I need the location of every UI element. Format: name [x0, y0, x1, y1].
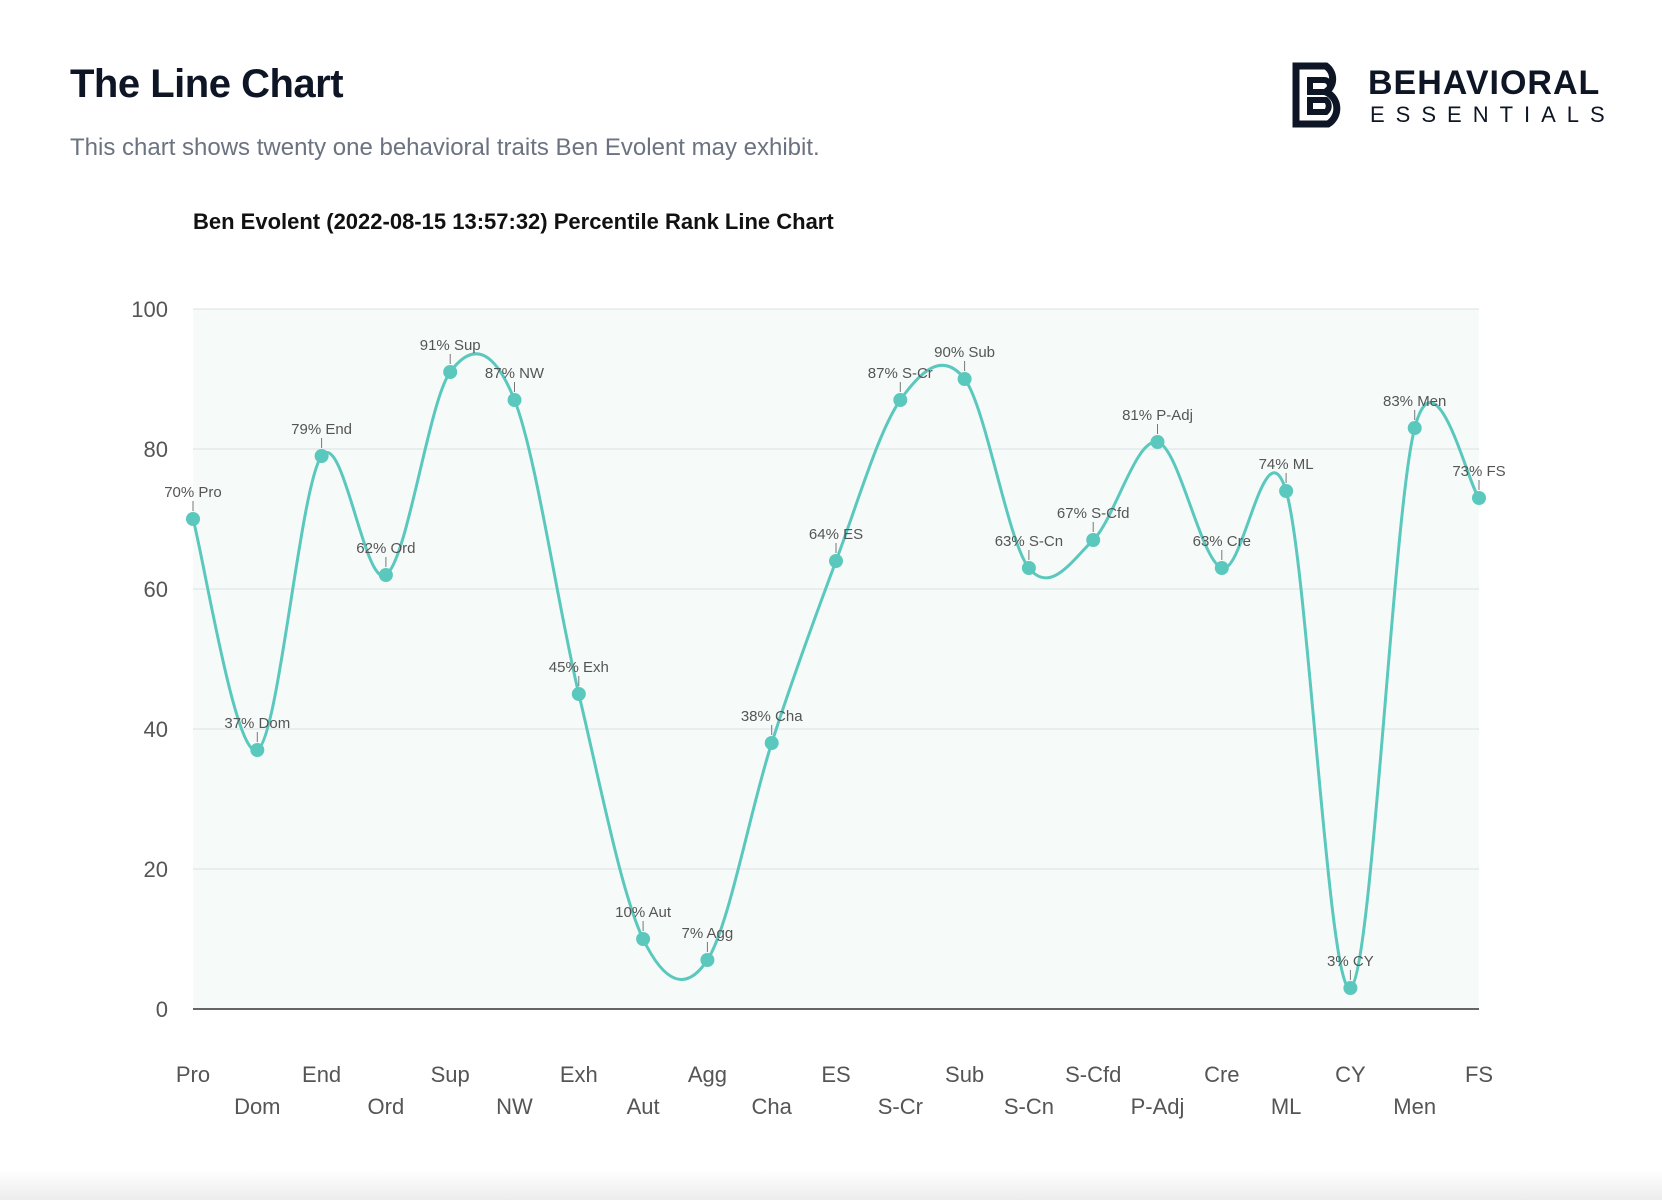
data-label: 45% Exh [549, 659, 609, 676]
x-tick-label: ES [821, 1062, 850, 1087]
data-label: 63% Cre [1193, 533, 1251, 550]
data-label: 74% ML [1259, 456, 1314, 473]
y-tick-label: 80 [144, 437, 168, 462]
data-label: 10% Aut [615, 904, 672, 921]
data-point[interactable] [1472, 491, 1486, 505]
page-title: The Line Chart [70, 62, 344, 106]
y-tick-label: 20 [144, 857, 168, 882]
data-label: 38% Cha [741, 708, 803, 725]
footer-shade [0, 1170, 1662, 1200]
data-label: 7% Agg [682, 925, 734, 942]
y-tick-label: 100 [131, 297, 168, 322]
chart-title: Ben Evolent (2022-08-15 13:57:32) Percen… [193, 209, 834, 234]
data-point[interactable] [764, 736, 779, 750]
data-label: 63% S-Cn [995, 533, 1063, 550]
data-point[interactable] [700, 953, 715, 967]
data-point[interactable] [250, 743, 265, 757]
data-label: 91% Sup [420, 337, 481, 354]
x-tick-label: NW [496, 1094, 533, 1119]
data-label: 79% End [291, 421, 352, 438]
x-tick-label: Sup [431, 1062, 470, 1087]
data-label: 62% Ord [356, 540, 415, 557]
data-label: 67% S-Cfd [1057, 505, 1130, 522]
data-label: 70% Pro [164, 484, 222, 501]
data-point[interactable] [507, 393, 522, 407]
x-tick-label: P-Adj [1131, 1094, 1185, 1119]
brand-name-line2: ESSENTIALS [1370, 102, 1616, 127]
plot-area [193, 309, 1479, 1009]
brand-name-line1: BEHAVIORAL [1368, 64, 1601, 102]
data-label: 83% Men [1383, 393, 1446, 410]
y-tick-label: 0 [156, 997, 168, 1022]
data-label: 81% P-Adj [1122, 407, 1193, 424]
page-subtitle: This chart shows twenty one behavioral t… [70, 134, 820, 161]
x-tick-label: S-Cr [878, 1094, 923, 1119]
y-tick-label: 60 [144, 577, 168, 602]
x-tick-label: Pro [176, 1062, 210, 1087]
x-tick-label: End [302, 1062, 341, 1087]
data-point[interactable] [1343, 981, 1358, 995]
data-point[interactable] [1407, 421, 1422, 435]
x-tick-label: Cha [752, 1094, 793, 1119]
data-point[interactable] [186, 512, 200, 526]
data-label: 87% S-Cr [868, 365, 933, 382]
x-tick-label: CY [1335, 1062, 1366, 1087]
x-tick-label: Exh [560, 1062, 598, 1087]
x-tick-label: Aut [627, 1094, 660, 1119]
x-tick-label: S-Cn [1004, 1094, 1054, 1119]
data-point[interactable] [636, 932, 651, 946]
x-tick-label: Agg [688, 1062, 727, 1087]
data-label: 37% Dom [224, 715, 290, 732]
data-point[interactable] [1214, 561, 1229, 575]
data-label: 3% CY [1327, 953, 1374, 970]
data-point[interactable] [1086, 533, 1101, 547]
data-point[interactable] [314, 449, 329, 463]
data-point[interactable] [1021, 561, 1036, 575]
data-point[interactable] [1150, 435, 1165, 449]
brand-logo[interactable]: BEHAVIORAL ESSENTIALS [1292, 62, 1605, 132]
x-tick-label: Ord [368, 1094, 405, 1119]
data-point[interactable] [378, 568, 393, 582]
behavioral-essentials-logo-icon [1292, 62, 1341, 128]
data-point[interactable] [829, 554, 843, 568]
data-point[interactable] [1279, 484, 1294, 498]
x-tick-label: S-Cfd [1065, 1062, 1121, 1087]
data-label: 90% Sub [934, 344, 995, 361]
x-tick-label: Dom [234, 1094, 280, 1119]
x-tick-label: Cre [1204, 1062, 1239, 1087]
y-tick-label: 40 [144, 717, 168, 742]
data-point[interactable] [893, 393, 908, 407]
x-tick-label: Sub [945, 1062, 984, 1087]
x-tick-label: FS [1465, 1062, 1493, 1087]
data-point[interactable] [443, 365, 458, 379]
data-label: 87% NW [485, 365, 545, 382]
data-label: 64% ES [809, 526, 863, 543]
x-tick-label: ML [1271, 1094, 1302, 1119]
data-point[interactable] [957, 372, 972, 386]
x-tick-label: Men [1393, 1094, 1436, 1119]
data-point[interactable] [571, 687, 586, 701]
data-label: 73% FS [1452, 463, 1505, 480]
